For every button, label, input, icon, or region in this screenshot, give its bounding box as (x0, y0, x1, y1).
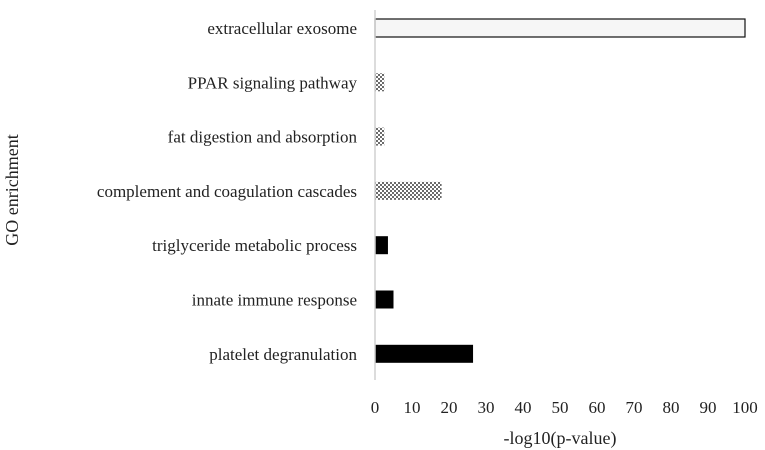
category-label: platelet degranulation (209, 345, 357, 364)
bar (375, 344, 474, 363)
bar (375, 290, 394, 309)
bar (375, 73, 385, 92)
category-label: innate immune response (192, 291, 357, 310)
x-tick-label: 80 (663, 398, 680, 417)
bar (375, 181, 442, 200)
category-label: complement and coagulation cascades (97, 182, 357, 201)
x-tick-label: 0 (371, 398, 380, 417)
category-label: triglyceride metabolic process (152, 236, 357, 255)
x-tick-labels: 0 10 20 30 40 50 60 70 80 90 100 (371, 398, 758, 417)
x-tick-label: 40 (515, 398, 532, 417)
y-axis-title: GO enrichment (2, 134, 22, 245)
x-tick-label: 60 (589, 398, 606, 417)
x-tick-label: 20 (441, 398, 458, 417)
x-tick-label: 100 (732, 398, 758, 417)
bar (374, 18, 746, 38)
bars-group (374, 18, 746, 363)
x-axis-title: -log10(p-value) (504, 428, 617, 449)
bar (375, 236, 388, 255)
x-tick-label: 50 (552, 398, 569, 417)
bar (375, 127, 385, 146)
category-label: PPAR signaling pathway (188, 73, 358, 92)
category-labels: extracellular exosome PPAR signaling path… (97, 19, 358, 364)
category-label: fat digestion and absorption (168, 128, 358, 147)
x-tick-label: 90 (700, 398, 717, 417)
x-tick-label: 10 (404, 398, 421, 417)
x-tick-label: 70 (626, 398, 643, 417)
category-label: extracellular exosome (207, 19, 357, 38)
x-tick-label: 30 (478, 398, 495, 417)
